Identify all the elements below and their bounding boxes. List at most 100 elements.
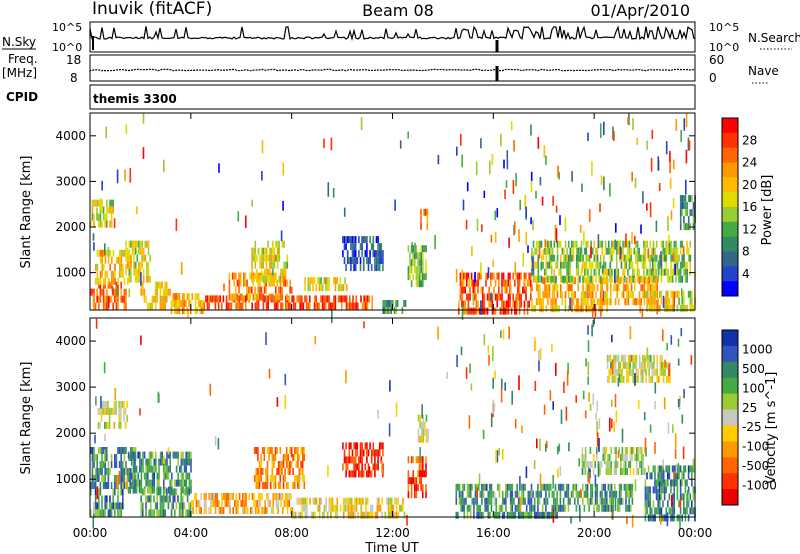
data-cell bbox=[613, 361, 615, 369]
data-cell bbox=[607, 468, 609, 475]
data-cell bbox=[350, 504, 353, 512]
data-cell bbox=[122, 482, 124, 489]
data-cell bbox=[651, 129, 654, 139]
data-cell bbox=[630, 277, 633, 285]
data-cell bbox=[93, 461, 95, 468]
data-cell bbox=[345, 463, 347, 471]
data-cell bbox=[626, 504, 629, 512]
data-cell bbox=[301, 302, 303, 310]
data-cell bbox=[551, 275, 554, 283]
data-cell bbox=[659, 472, 661, 480]
data-cell bbox=[325, 497, 327, 505]
data-cell bbox=[317, 277, 319, 285]
data-cell bbox=[314, 336, 317, 345]
data-cell bbox=[254, 254, 257, 262]
data-cell bbox=[382, 300, 384, 307]
data-cell bbox=[91, 199, 94, 207]
data-cell bbox=[471, 483, 474, 491]
data-cell bbox=[260, 286, 263, 294]
data-cell bbox=[166, 488, 168, 496]
data-cell bbox=[150, 479, 152, 487]
data-cell bbox=[366, 511, 369, 519]
data-cell bbox=[614, 284, 617, 292]
data-cell bbox=[362, 257, 365, 265]
data-cell bbox=[332, 187, 335, 198]
data-cell bbox=[462, 300, 465, 308]
data-cell bbox=[268, 447, 270, 454]
data-cell bbox=[609, 504, 611, 512]
data-cell bbox=[468, 415, 471, 429]
data-cell bbox=[191, 293, 194, 301]
data-cell bbox=[487, 345, 490, 354]
data-cell bbox=[600, 461, 603, 468]
data-cell bbox=[315, 295, 317, 303]
data-cell bbox=[579, 305, 581, 313]
date-title: 01/Apr/2010 bbox=[590, 1, 690, 20]
data-cell bbox=[571, 254, 573, 262]
data-cell bbox=[514, 418, 517, 429]
data-cell bbox=[392, 300, 394, 307]
data-cell bbox=[556, 504, 558, 512]
data-cell bbox=[234, 500, 236, 507]
data-cell bbox=[331, 302, 333, 310]
data-cell bbox=[639, 275, 642, 283]
data-cell bbox=[182, 458, 184, 466]
data-cell bbox=[461, 504, 464, 512]
data-cell bbox=[258, 500, 260, 507]
data-cell bbox=[102, 407, 104, 415]
data-cell bbox=[427, 428, 429, 436]
data-cell bbox=[254, 247, 257, 255]
data-cell bbox=[630, 284, 633, 292]
data-cell bbox=[693, 208, 695, 217]
data-cell bbox=[111, 277, 113, 285]
data-cell bbox=[625, 254, 628, 262]
data-cell bbox=[258, 493, 260, 500]
data-cell bbox=[273, 302, 276, 310]
data-cell bbox=[309, 302, 311, 310]
data-cell bbox=[107, 277, 110, 285]
cpid-strip-frame bbox=[89, 84, 696, 110]
data-cell bbox=[640, 375, 642, 383]
data-cell bbox=[610, 354, 612, 362]
data-cell bbox=[247, 293, 250, 301]
data-cell bbox=[302, 504, 305, 512]
data-cell bbox=[254, 293, 256, 301]
data-cell bbox=[599, 490, 602, 498]
data-cell bbox=[288, 302, 290, 310]
data-cell bbox=[106, 220, 108, 228]
data-cell bbox=[578, 458, 580, 467]
data-cell bbox=[678, 297, 680, 305]
data-cell bbox=[480, 300, 482, 315]
data-cell bbox=[282, 200, 284, 211]
data-cell bbox=[214, 295, 217, 303]
data-cell bbox=[509, 293, 511, 301]
data-cell bbox=[689, 261, 692, 269]
data-cell bbox=[683, 216, 685, 224]
data-cell bbox=[490, 497, 493, 505]
data-cell bbox=[518, 307, 521, 315]
data-cell bbox=[504, 286, 506, 294]
data-cell bbox=[361, 250, 363, 258]
data-cell bbox=[495, 504, 498, 512]
data-cell bbox=[258, 482, 261, 489]
data-cell bbox=[541, 511, 544, 519]
data-cell bbox=[684, 465, 687, 473]
data-cell bbox=[537, 261, 540, 269]
data-cell bbox=[164, 486, 167, 494]
data-cell bbox=[687, 486, 690, 494]
data-cell bbox=[139, 465, 141, 473]
data-cell bbox=[262, 275, 265, 283]
data-cell bbox=[560, 409, 563, 425]
data-cell bbox=[474, 307, 476, 315]
data-cell bbox=[553, 240, 556, 248]
data-cell bbox=[681, 288, 683, 297]
data-cell bbox=[303, 454, 306, 461]
data-cell bbox=[114, 482, 116, 489]
data-cell bbox=[596, 447, 598, 454]
data-cell bbox=[535, 275, 538, 283]
data-cell bbox=[134, 268, 137, 276]
data-cell bbox=[285, 500, 287, 507]
data-cell bbox=[99, 277, 102, 285]
data-cell bbox=[546, 497, 549, 505]
data-cell bbox=[599, 284, 602, 292]
